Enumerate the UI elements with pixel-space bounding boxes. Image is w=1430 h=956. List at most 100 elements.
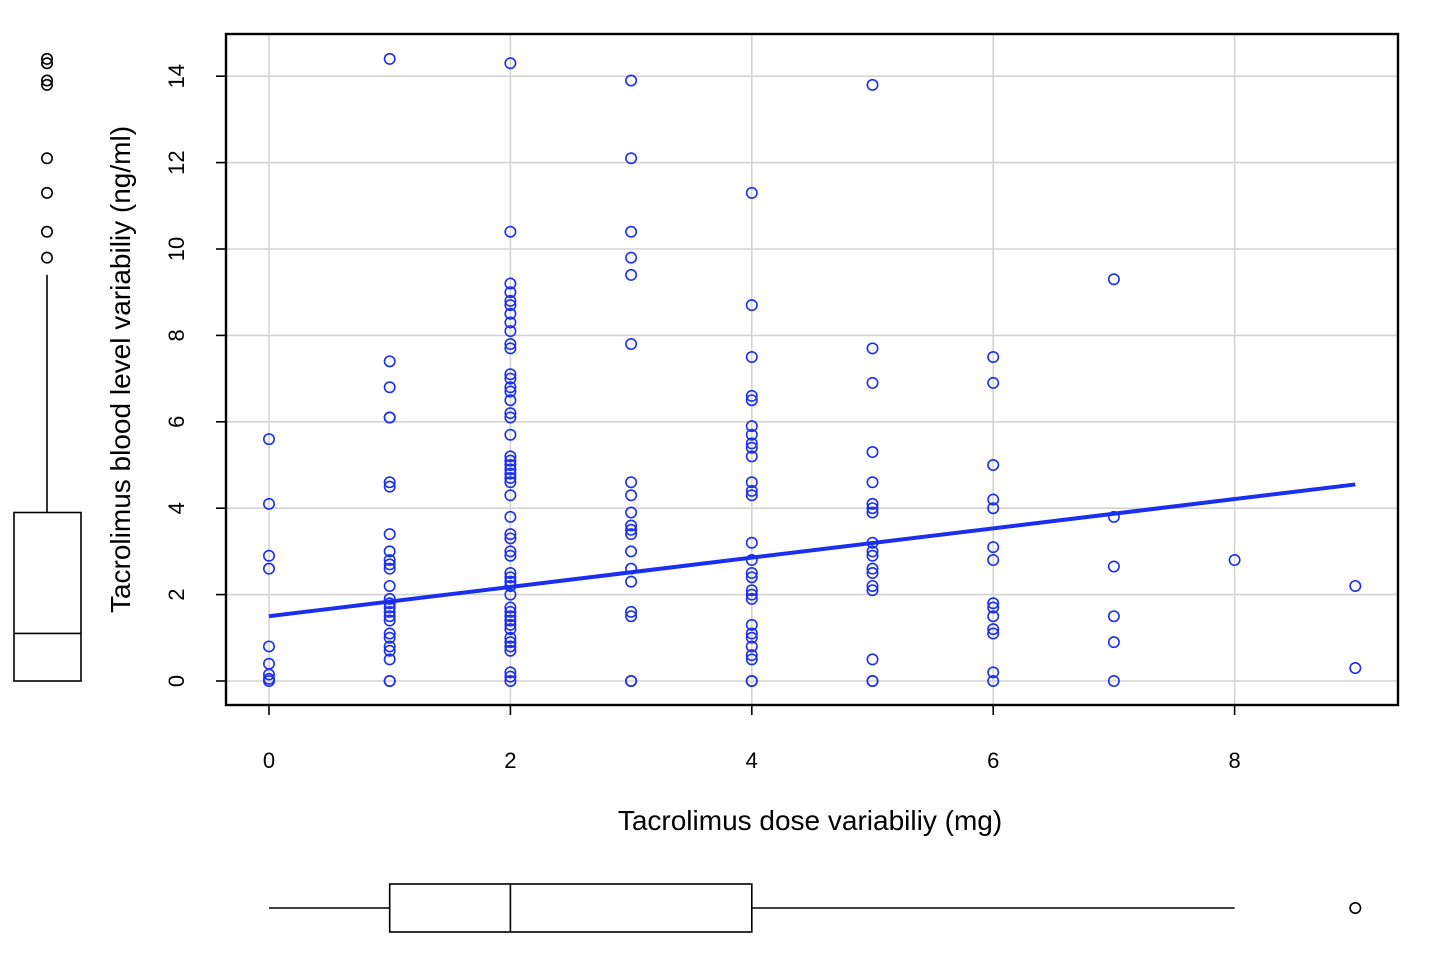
y-tick-label: 2 [164,588,189,600]
data-point [625,528,638,541]
data-point [504,381,517,394]
data-point [383,381,396,394]
data-point [987,554,1000,567]
data-point [504,385,517,398]
data-point [383,411,396,424]
axes: 0 2 4 6 8 0 2 4 6 8 10 12 14 [164,64,1241,773]
grid-lines [226,34,1398,705]
data-point [866,653,879,666]
data-point [504,299,517,312]
data-point [504,631,517,644]
data-point [987,541,1000,554]
data-point [987,502,1000,515]
y-tick-label: 4 [164,502,189,514]
data-point [745,186,758,199]
data-point [745,428,758,441]
data-point [504,545,517,558]
data-point [383,545,396,558]
data-point [866,446,879,459]
data-point [625,251,638,264]
data-point [504,225,517,238]
data-point [262,562,275,575]
data-point [504,532,517,545]
data-point [866,376,879,389]
data-point [262,674,275,687]
data-point [625,476,638,489]
y-tick-label: 10 [164,237,189,261]
data-point [504,450,517,463]
data-point [987,627,1000,640]
data-point [1107,560,1120,573]
data-point [625,523,638,536]
data-point [383,528,396,541]
y-box-outlier [40,78,53,91]
data-point [504,528,517,541]
data-point [383,558,396,571]
data-point [383,627,396,640]
data-point [504,316,517,329]
data-point [866,584,879,597]
y-box [13,511,82,682]
data-point [504,605,517,618]
data-point [745,437,758,450]
data-point [504,471,517,484]
data-point [383,554,396,567]
data-point [745,592,758,605]
data-point [745,420,758,433]
data-point [625,338,638,351]
data-point [745,631,758,644]
x-marginal-boxplot [269,883,1362,933]
data-point [383,610,396,623]
data-point [625,152,638,165]
data-point [383,562,396,575]
data-point [625,225,638,238]
data-point [504,601,517,614]
data-point [383,644,396,657]
data-point [504,614,517,627]
data-point [504,411,517,424]
data-point [504,636,517,649]
data-point [262,497,275,510]
data-point [745,571,758,584]
data-point [504,342,517,355]
data-point [504,489,517,502]
data-point [745,627,758,640]
data-point [504,510,517,523]
data-point [262,433,275,446]
data-point [504,57,517,70]
data-point [625,610,638,623]
data-point [1107,610,1120,623]
y-box-outlier [40,74,53,87]
data-point [625,74,638,87]
y-box-outlier [40,152,53,165]
data-point [504,674,517,687]
data-point [745,394,758,407]
data-point [987,493,1000,506]
data-point [262,640,275,653]
data-point [866,506,879,519]
data-point [987,350,1000,363]
data-point [625,519,638,532]
data-point [745,584,758,597]
data-point [383,480,396,493]
regression-line-group [268,482,1356,619]
y-box-outlier [40,186,53,199]
data-point [625,605,638,618]
data-point [866,566,879,579]
data-point [383,631,396,644]
data-point [987,666,1000,679]
data-point [987,458,1000,471]
data-point [504,644,517,657]
data-point [987,623,1000,636]
data-point [866,545,879,558]
data-point [504,428,517,441]
data-point [504,588,517,601]
data-point [504,294,517,307]
data-point [504,566,517,579]
data-point [383,52,396,65]
data-point [383,653,396,666]
data-point [745,299,758,312]
data-point [504,407,517,420]
data-point [866,78,879,91]
data-point [504,307,517,320]
